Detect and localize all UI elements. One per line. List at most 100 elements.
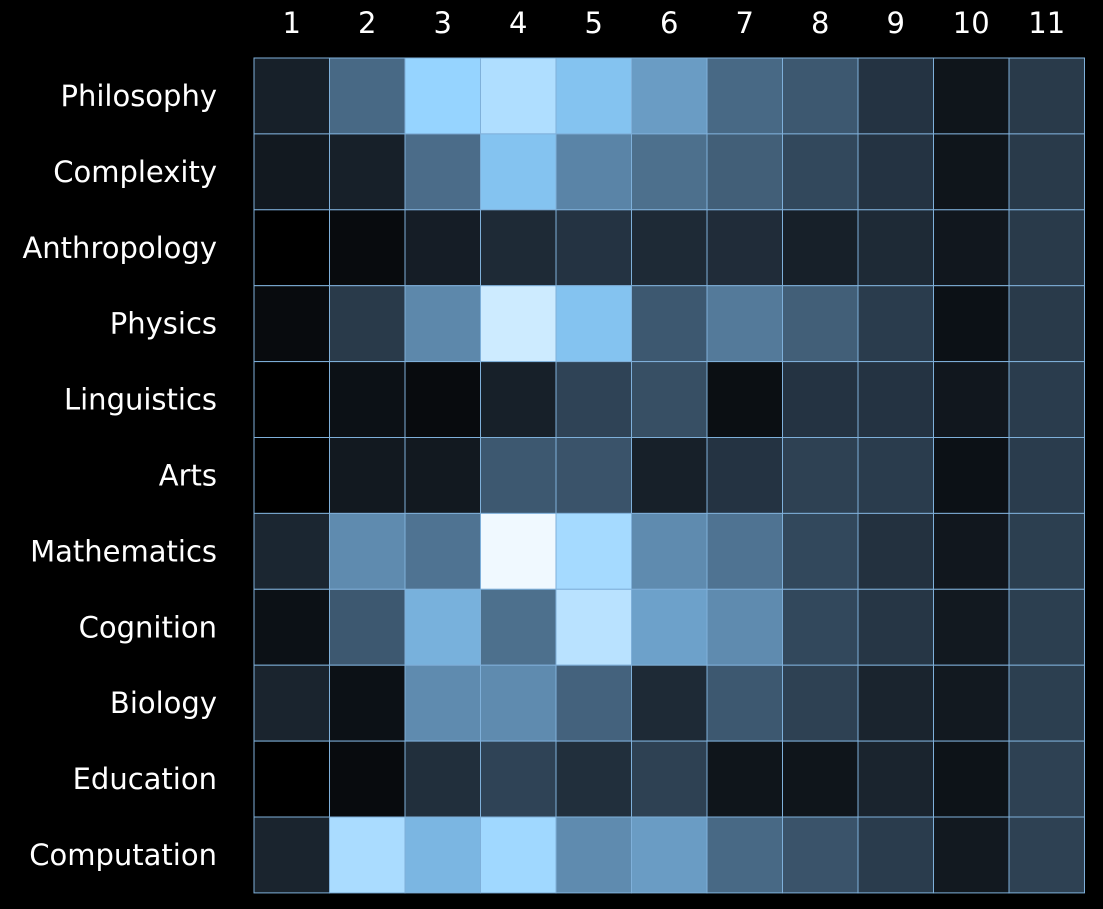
heatmap-cell	[631, 437, 708, 514]
heatmap-cell	[329, 588, 406, 666]
heatmap-cell	[404, 816, 481, 894]
heatmap-cell	[857, 361, 934, 439]
heatmap-cell	[555, 664, 632, 742]
column-tick-label: 8	[811, 6, 829, 40]
heatmap-cell	[933, 816, 1010, 894]
heatmap-cell	[253, 57, 330, 135]
heatmap-cell	[1008, 285, 1085, 363]
heatmap-cell	[480, 816, 557, 894]
heatmap-cell	[1008, 209, 1085, 287]
heatmap-cell	[329, 209, 406, 287]
heatmap-cell	[706, 816, 783, 894]
row-tick-label: Physics	[110, 307, 217, 341]
heatmap-cell	[253, 133, 330, 211]
heatmap-cell	[253, 361, 330, 439]
heatmap-cell	[631, 57, 708, 135]
heatmap-cell	[706, 664, 783, 742]
heatmap-cell	[631, 285, 708, 363]
heatmap-cell	[857, 437, 934, 514]
heatmap-cell	[631, 361, 708, 439]
heatmap-cell	[1008, 664, 1085, 742]
heatmap-cell	[404, 664, 481, 742]
row-tick-label: Arts	[159, 458, 217, 492]
heatmap-cell	[329, 512, 406, 590]
heatmap-cell	[329, 285, 406, 363]
column-tick-label: 7	[736, 6, 754, 40]
heatmap-cell	[933, 133, 1010, 211]
row-tick-label: Anthropology	[22, 231, 217, 265]
column-tick-label: 5	[585, 6, 603, 40]
heatmap-cell	[480, 740, 557, 818]
column-tick-label: 2	[358, 6, 376, 40]
heatmap-cell	[782, 361, 859, 439]
heatmap-cell	[782, 209, 859, 287]
heatmap-cell	[857, 664, 934, 742]
heatmap-cell	[1008, 588, 1085, 666]
heatmap-cell	[782, 437, 859, 514]
heatmap-cell	[631, 664, 708, 742]
heatmap-cell	[706, 361, 783, 439]
heatmap-cell	[631, 816, 708, 894]
column-tick-label: 6	[660, 6, 678, 40]
heatmap-cell	[1008, 740, 1085, 818]
heatmap-cell	[857, 57, 934, 135]
heatmap-cell	[1008, 133, 1085, 211]
heatmap-cell	[1008, 437, 1085, 514]
heatmap-cell	[857, 209, 934, 287]
heatmap-cell	[782, 740, 859, 818]
column-tick-label: 4	[509, 6, 527, 40]
heatmap-cell	[253, 740, 330, 818]
heatmap-cell	[782, 588, 859, 666]
heatmap-cell	[857, 816, 934, 894]
heatmap-cell	[706, 133, 783, 211]
heatmap-cell	[1008, 57, 1085, 135]
column-tick-label: 10	[953, 6, 990, 40]
heatmap-cell	[253, 816, 330, 894]
heatmap-cell	[253, 209, 330, 287]
heatmap-cell	[253, 588, 330, 666]
heatmap-cell	[857, 285, 934, 363]
heatmap-cell	[404, 437, 481, 514]
heatmap-cell	[329, 437, 406, 514]
heatmap-cell	[480, 588, 557, 666]
heatmap-cell	[555, 437, 632, 514]
heatmap-cell	[782, 816, 859, 894]
heatmap-cell	[555, 133, 632, 211]
heatmap-cell	[933, 512, 1010, 590]
heatmap-cell	[555, 816, 632, 894]
heatmap-cell	[329, 133, 406, 211]
heatmap-cell	[933, 209, 1010, 287]
heatmap-cell	[782, 133, 859, 211]
heatmap-cell	[782, 512, 859, 590]
heatmap-cell	[329, 664, 406, 742]
heatmap-cell	[253, 285, 330, 363]
heatmap-cell	[480, 437, 557, 514]
row-tick-label: Cognition	[79, 610, 217, 644]
row-tick-label: Philosophy	[60, 79, 217, 113]
heatmap-cell	[329, 361, 406, 439]
heatmap-cell	[1008, 361, 1085, 439]
row-tick-label: Linguistics	[64, 383, 217, 417]
heatmap-cell	[480, 512, 557, 590]
heatmap-cells	[253, 57, 1085, 894]
heatmap-cell	[857, 512, 934, 590]
heatmap-cell	[555, 285, 632, 363]
heatmap-cell	[631, 209, 708, 287]
heatmap-cell	[706, 512, 783, 590]
row-tick-label: Computation	[29, 838, 217, 872]
heatmap-cell	[631, 133, 708, 211]
heatmap-cell	[404, 740, 481, 818]
heatmap-cell	[480, 57, 557, 135]
row-tick-labels: Philosophy Complexity Anthropology Physics L…	[22, 79, 217, 872]
heatmap-cell	[329, 816, 406, 894]
heatmap-cell	[555, 361, 632, 439]
heatmap-cell	[782, 664, 859, 742]
heatmap-cell	[480, 133, 557, 211]
row-tick-label: Education	[73, 762, 217, 796]
heatmap-cell	[782, 57, 859, 135]
heatmap-cell	[404, 512, 481, 590]
heatmap-cell	[631, 588, 708, 666]
heatmap-cell	[857, 588, 934, 666]
heatmap-cell	[1008, 816, 1085, 894]
